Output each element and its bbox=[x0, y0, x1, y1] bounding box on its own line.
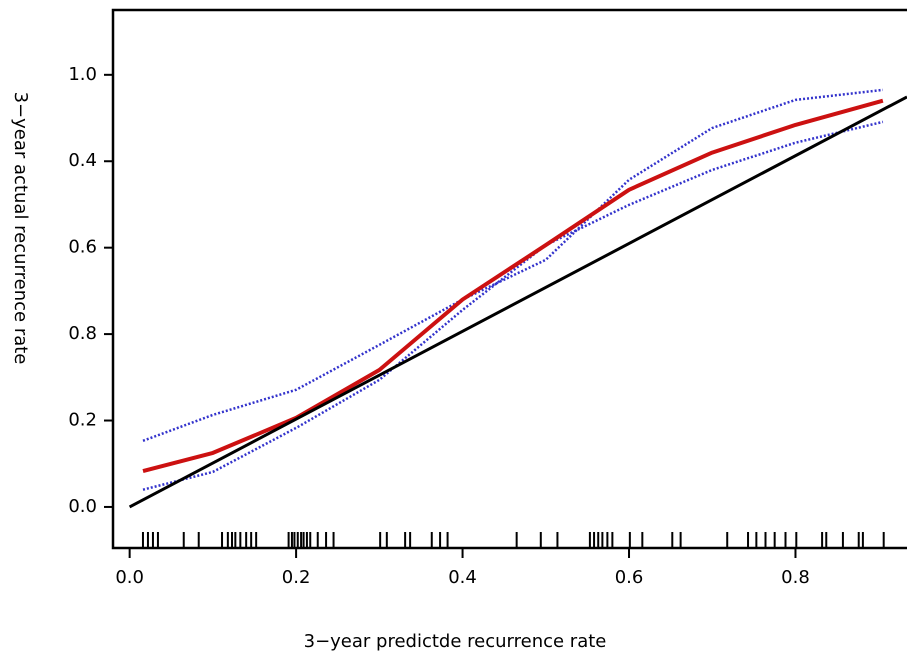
y-axis-label: 3−year actual recurrence rate bbox=[10, 92, 31, 365]
x-tick-label: 0.6 bbox=[615, 567, 644, 588]
x-axis-label: 3−year predictde recurrence rate bbox=[304, 631, 607, 652]
x-tick-label: 0.8 bbox=[781, 567, 810, 588]
x-tick-label: 0.0 bbox=[115, 567, 144, 588]
y-tick-label: 0.8 bbox=[68, 323, 97, 344]
series-line bbox=[142, 98, 884, 474]
series-line bbox=[128, 95, 907, 509]
y-tick-label: 1.0 bbox=[68, 64, 97, 85]
plot-frame bbox=[111, 8, 907, 550]
y-tick-label: 0.6 bbox=[68, 237, 97, 258]
x-tick-label: 0.2 bbox=[282, 567, 311, 588]
y-tick-label: 0.2 bbox=[68, 410, 97, 431]
y-tick-label: 0.4 bbox=[68, 150, 97, 171]
y-tick-label: 0.0 bbox=[68, 496, 97, 517]
series-line bbox=[142, 88, 884, 442]
x-tick-label: 0.4 bbox=[448, 567, 477, 588]
